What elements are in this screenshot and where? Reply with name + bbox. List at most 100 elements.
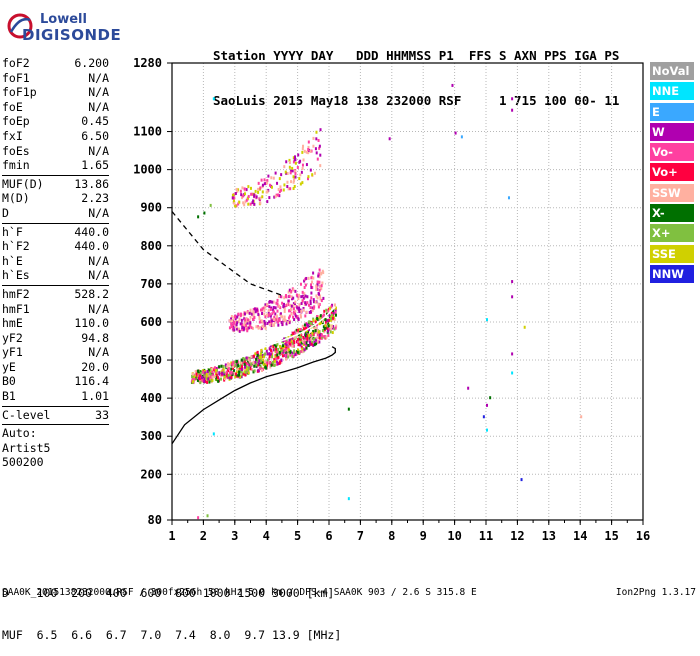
- echo-point: [209, 203, 212, 207]
- echo-point: [323, 335, 326, 339]
- param-row: D N/A: [2, 206, 109, 221]
- echo-point: [278, 361, 281, 365]
- echo-point: [300, 301, 303, 305]
- echo-point: [235, 372, 238, 376]
- echo-point: [270, 348, 273, 352]
- echo-point: [287, 348, 290, 352]
- echo-point: [307, 148, 310, 152]
- echo-point: [486, 318, 488, 322]
- echo-point: [260, 348, 263, 352]
- param-name: yF1: [2, 345, 23, 360]
- echo-point: [292, 175, 295, 179]
- echo-point: [316, 336, 319, 340]
- echo-point: [240, 358, 243, 362]
- echo-point: [288, 160, 291, 164]
- echo-point: [238, 327, 241, 331]
- echo-point: [489, 396, 492, 400]
- echo-point: [282, 344, 285, 348]
- echo-point: [212, 368, 215, 372]
- echo-point: [220, 377, 223, 381]
- echo-point: [214, 368, 217, 372]
- echo-point: [315, 288, 318, 292]
- echo-point: [299, 340, 302, 344]
- echo-point: [292, 307, 295, 311]
- echo-point: [224, 377, 227, 381]
- echo-point: [292, 337, 295, 341]
- x-tick-label: 16: [636, 529, 650, 543]
- echo-point: [258, 356, 261, 360]
- echo-point: [199, 371, 202, 375]
- echo-point: [307, 328, 310, 332]
- y-tick-label: 1100: [133, 125, 162, 139]
- param-name: foEs: [2, 143, 30, 158]
- param-row: yF1 N/A: [2, 345, 109, 360]
- param-value: N/A: [88, 253, 109, 268]
- echo-point: [314, 147, 317, 151]
- echo-point: [302, 144, 305, 148]
- echo-point: [315, 342, 318, 346]
- echo-point: [281, 346, 284, 350]
- echo-point: [275, 358, 278, 362]
- echo-point: [225, 370, 228, 374]
- echo-point: [212, 432, 215, 436]
- param-row: foF1p N/A: [2, 85, 109, 100]
- legend-item: Vo-: [650, 143, 694, 162]
- echo-point: [317, 330, 320, 334]
- echo-point: [329, 318, 332, 322]
- echo-point: [274, 306, 277, 310]
- echo-point: [239, 313, 242, 317]
- echo-point: [276, 298, 279, 302]
- echo-point: [482, 415, 485, 419]
- echo-point: [388, 137, 391, 141]
- echo-point: [580, 415, 583, 419]
- echo-point: [278, 194, 281, 198]
- echo-point: [271, 312, 274, 316]
- echo-point: [253, 202, 256, 206]
- echo-point: [301, 339, 304, 343]
- param-name: fmin: [2, 158, 30, 173]
- echo-point: [291, 354, 294, 358]
- echo-point: [305, 310, 308, 314]
- echo-point: [209, 370, 212, 374]
- echo-point: [320, 271, 323, 275]
- echo-point: [318, 280, 321, 284]
- param-value: 440.0: [74, 239, 109, 254]
- echo-point: [264, 326, 267, 330]
- echo-point: [256, 360, 259, 364]
- echo-point: [258, 317, 261, 321]
- echo-point: [293, 184, 296, 188]
- echo-point: [294, 332, 297, 336]
- param-value: N/A: [88, 85, 109, 100]
- echo-point: [194, 373, 197, 377]
- echo-point: [293, 349, 296, 353]
- echo-point: [243, 326, 246, 330]
- echo-point: [257, 368, 260, 372]
- echo-point: [283, 307, 286, 311]
- echo-point: [460, 135, 463, 139]
- param-row: foF2 6.200: [2, 56, 109, 71]
- echo-point: [232, 325, 235, 329]
- echo-point: [267, 313, 270, 317]
- echo-point: [285, 343, 288, 347]
- echo-point: [316, 314, 319, 318]
- param-row: C-level 33: [2, 408, 109, 423]
- echo-point: [196, 369, 199, 373]
- echo-point: [296, 306, 299, 310]
- echo-point: [271, 323, 274, 327]
- echo-point: [221, 371, 224, 375]
- echo-point: [454, 131, 457, 135]
- echo-point: [253, 307, 256, 311]
- echo-point: [268, 355, 271, 359]
- echo-point: [303, 341, 306, 345]
- echo-point: [263, 182, 266, 186]
- echo-point: [256, 325, 259, 329]
- echo-point: [293, 311, 296, 315]
- echo-point: [284, 319, 287, 323]
- param-name: foE: [2, 99, 23, 114]
- echo-point: [316, 296, 319, 300]
- echo-point: [330, 315, 333, 319]
- echo-point: [285, 357, 288, 361]
- echo-point: [306, 334, 309, 338]
- echo-point: [268, 305, 271, 309]
- param-separator: [2, 284, 109, 286]
